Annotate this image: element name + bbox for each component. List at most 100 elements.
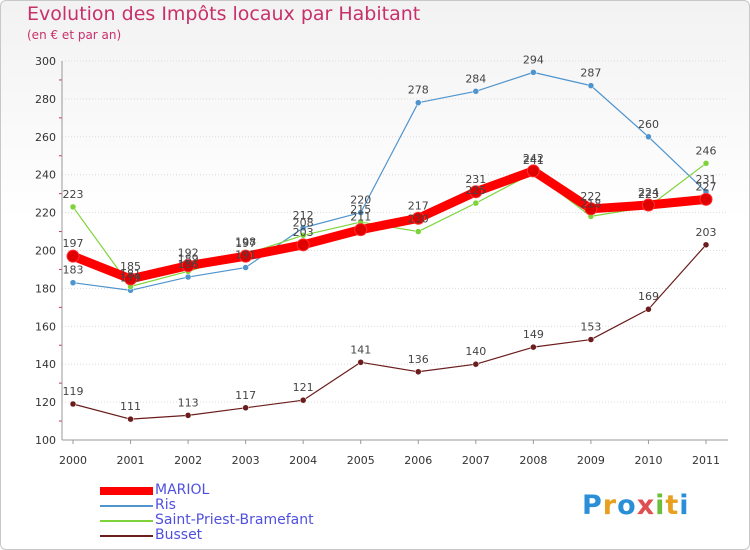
y-tick-label: 300 — [35, 55, 56, 68]
data-label: 186 — [178, 258, 199, 271]
data-label: 246 — [696, 144, 717, 157]
x-tick-label: 2001 — [117, 454, 145, 467]
data-point — [66, 249, 80, 263]
y-tick-label: 260 — [35, 131, 56, 144]
data-point — [702, 160, 710, 167]
chart-legend: MARIOL Ris Saint-Priest-Bramefant Busset — [100, 483, 314, 543]
y-tick-label: 180 — [35, 282, 56, 295]
data-label: 189 — [178, 252, 199, 265]
data-label: 141 — [350, 343, 371, 356]
data-label: 197 — [63, 237, 84, 250]
data-point — [357, 359, 364, 366]
data-label: 185 — [120, 260, 141, 273]
data-point — [299, 396, 307, 404]
data-label: 223 — [63, 188, 84, 201]
data-label: 211 — [350, 211, 371, 224]
data-point — [415, 99, 422, 106]
data-label: 119 — [63, 385, 84, 398]
data-label: 227 — [696, 180, 717, 193]
data-label: 149 — [523, 328, 544, 341]
legend-swatch — [100, 534, 153, 537]
x-tick-label: 2002 — [174, 454, 202, 467]
data-point — [184, 273, 192, 281]
legend-swatch — [100, 519, 153, 522]
data-label: 212 — [293, 209, 314, 222]
data-label: 203 — [696, 226, 717, 239]
legend-label: Saint-Priest-Bramefant — [155, 512, 314, 528]
data-point — [296, 238, 310, 252]
y-tick-label: 220 — [35, 207, 56, 220]
data-point — [584, 202, 598, 216]
data-point — [530, 343, 537, 351]
data-label: 241 — [523, 154, 544, 167]
data-point — [472, 88, 480, 95]
data-label: 179 — [120, 271, 141, 284]
data-label: 208 — [293, 216, 314, 229]
x-tick-label: 2008 — [519, 454, 547, 467]
data-point — [69, 400, 77, 408]
data-label: 203 — [293, 226, 314, 239]
data-point — [587, 82, 595, 89]
legend-item: Busset — [100, 528, 314, 543]
legend-label: Busset — [155, 527, 203, 543]
legend-item: MARIOL — [100, 483, 314, 498]
series-line-ris — [72, 71, 707, 291]
data-label: 231 — [696, 173, 717, 186]
y-tick-label: 120 — [35, 396, 56, 409]
data-label: 231 — [465, 173, 486, 186]
y-tick-label: 200 — [35, 245, 56, 258]
data-point — [587, 336, 595, 343]
data-point — [472, 360, 480, 368]
data-label: 191 — [235, 249, 256, 262]
legend-item: Saint-Priest-Bramefant — [100, 513, 314, 528]
chart-title: Evolution des Impôts locaux par Habitant — [27, 3, 421, 25]
x-tick-label: 2000 — [59, 454, 87, 467]
data-point — [354, 223, 368, 237]
series-line-busset — [72, 244, 707, 420]
data-label: 153 — [580, 321, 601, 334]
data-label: 217 — [408, 199, 429, 212]
data-label: 117 — [235, 389, 256, 402]
data-point — [415, 228, 422, 235]
data-point — [69, 279, 77, 286]
data-label: 225 — [465, 184, 486, 197]
data-point — [415, 368, 422, 376]
data-label: 210 — [408, 213, 429, 226]
legend-swatch — [100, 486, 153, 495]
legend-item: Ris — [100, 498, 314, 513]
data-label: 224 — [638, 186, 659, 199]
data-point — [124, 272, 138, 286]
y-tick-label: 240 — [35, 169, 56, 182]
data-point — [699, 192, 713, 206]
x-tick-label: 2005 — [347, 454, 375, 467]
x-tick-label: 2003 — [232, 454, 260, 467]
proxiti-logo: Proxiti — [582, 490, 690, 521]
data-point — [242, 264, 249, 271]
data-point — [645, 133, 652, 141]
data-label: 218 — [580, 197, 601, 210]
data-label: 294 — [523, 53, 544, 66]
data-label: 181 — [120, 268, 141, 281]
data-label: 215 — [350, 203, 371, 216]
data-point — [181, 259, 195, 273]
data-label: 260 — [638, 118, 659, 131]
x-tick-label: 2011 — [692, 454, 720, 467]
y-tick-label: 280 — [35, 93, 56, 106]
data-point — [357, 209, 364, 216]
data-label: 192 — [178, 247, 199, 260]
data-label: 284 — [465, 72, 486, 85]
x-tick-label: 2010 — [634, 454, 662, 467]
data-label: 287 — [580, 67, 601, 80]
x-tick-label: 2009 — [577, 454, 605, 467]
chart-subtitle: (en € et par an) — [27, 28, 122, 42]
data-label: 140 — [465, 345, 486, 358]
legend-label: MARIOL — [155, 482, 210, 498]
data-label: 136 — [408, 353, 429, 366]
data-label: 223 — [638, 188, 659, 201]
data-point — [299, 224, 307, 232]
data-point — [526, 164, 540, 178]
data-point — [469, 185, 483, 199]
data-point — [239, 249, 253, 263]
legend-swatch — [100, 504, 153, 507]
